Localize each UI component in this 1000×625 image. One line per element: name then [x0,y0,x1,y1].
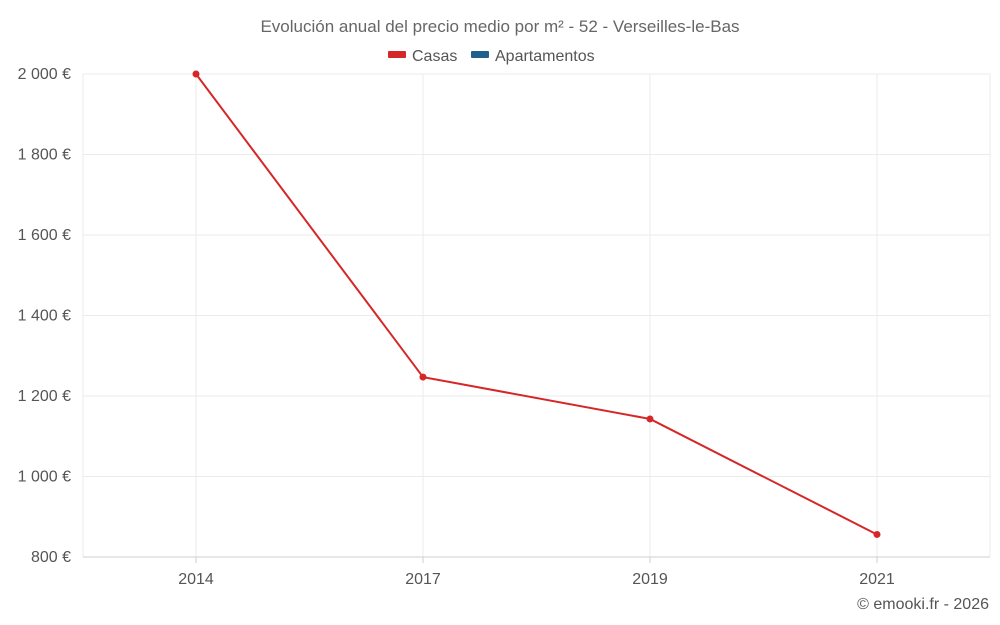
x-tick-label: 2021 [859,571,895,588]
y-tick-label: 1 200 € [18,388,71,405]
data-point-casas[interactable] [646,415,654,423]
legend-label-apartamentos: Apartamentos [495,48,595,65]
legend-label-casas: Casas [412,48,457,65]
legend: Casas Apartamentos [388,48,595,65]
legend-swatch-apartamentos [471,51,489,58]
x-tick-label: 2017 [405,571,441,588]
x-tick-label: 2014 [178,571,214,588]
y-tick-label: 1 800 € [18,147,71,164]
y-tick-label: 1 400 € [18,308,71,325]
data-point-casas[interactable] [192,70,200,78]
series-line-casas [195,73,878,536]
grid [82,73,991,557]
data-point-casas[interactable] [873,530,881,538]
series-layer [192,70,881,538]
y-tick-label: 2 000 € [18,66,71,83]
legend-swatch-casas [388,51,406,58]
data-point-casas[interactable] [419,373,427,381]
legend-item-apartamentos[interactable]: Apartamentos [471,48,595,65]
y-tick-label: 1 600 € [18,227,71,244]
y-tick-label: 800 € [31,549,71,566]
x-tick-label: 2019 [632,571,668,588]
chart-title: Evolución anual del precio medio por m² … [260,17,739,36]
y-tick-label: 1 000 € [18,469,71,486]
legend-item-casas[interactable]: Casas [388,48,457,65]
credit-text: © emooki.fr - 2026 [857,596,989,613]
axes: 800 € 1 000 € 1 200 € 1 400 € 1 600 € 1 800 €… [18,66,990,588]
